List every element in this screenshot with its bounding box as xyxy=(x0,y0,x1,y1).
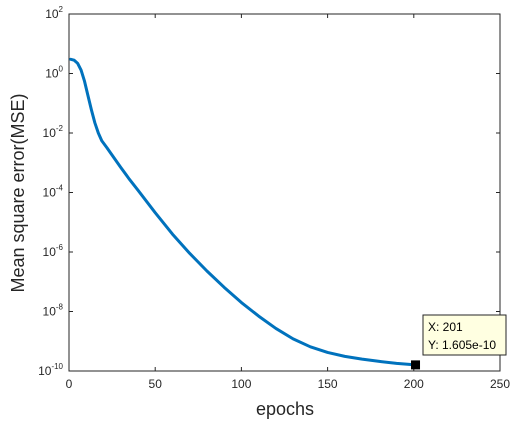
y-tick-label: 100 xyxy=(45,65,63,81)
y-axis-label: Mean square error(MSE) xyxy=(8,93,28,292)
datatip-x-text: X: 201 xyxy=(428,320,463,334)
mse-series-line xyxy=(69,57,418,367)
y-tick-label: 10-2 xyxy=(43,124,64,140)
datatip-y-text: Y: 1.605e-10 xyxy=(428,338,496,352)
y-tick-label: 10-10 xyxy=(38,362,63,378)
y-tick-label: 10-8 xyxy=(43,303,64,319)
x-tick-label: 100 xyxy=(231,377,251,391)
datatip-marker[interactable] xyxy=(411,360,421,370)
y-tick-label: 102 xyxy=(45,5,63,21)
y-tick-label: 10-4 xyxy=(43,184,64,200)
x-tick-label: 200 xyxy=(404,377,424,391)
x-tick-label: 150 xyxy=(318,377,338,391)
x-tick-label: 50 xyxy=(149,377,163,391)
x-axis-label: epochs xyxy=(256,399,314,419)
x-tick-label: 250 xyxy=(490,377,510,391)
x-tick-label: 0 xyxy=(66,377,73,391)
datatip[interactable]: X: 201 Y: 1.605e-10 xyxy=(411,314,507,370)
x-axis-ticks: 0 50 100 150 200 250 xyxy=(66,14,510,391)
y-tick-label: 10-6 xyxy=(43,243,64,259)
y-axis-ticks: 10-10 10-8 10-6 10-4 10-2 100 102 xyxy=(38,5,500,378)
datatip-box xyxy=(422,314,507,356)
